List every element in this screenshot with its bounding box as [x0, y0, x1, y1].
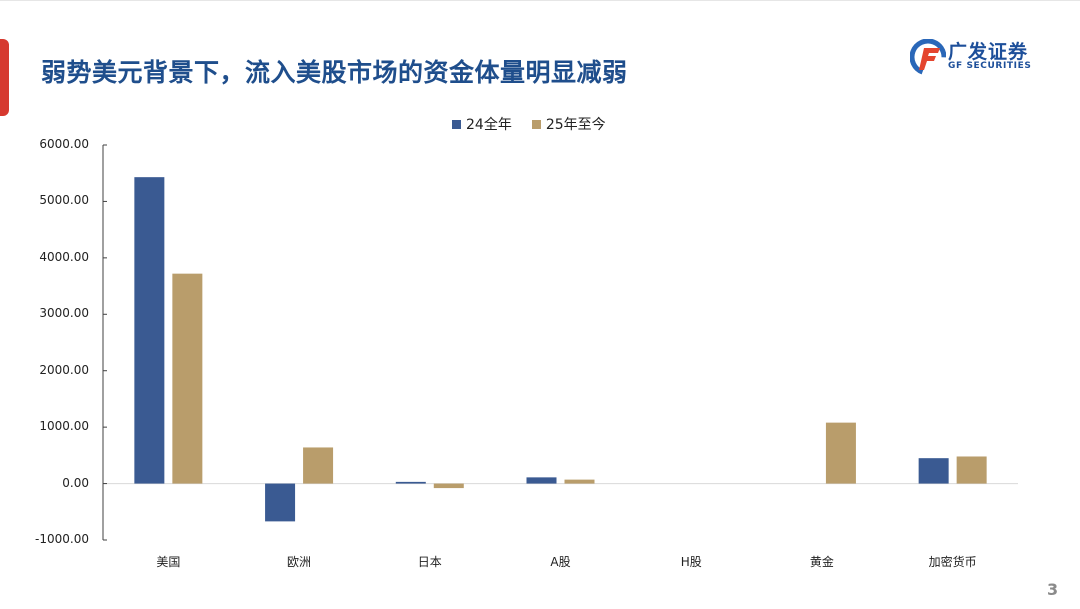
logo-text-en: GF SECURITIES	[948, 61, 1032, 71]
legend-item-24: 24全年	[452, 114, 512, 134]
legend-swatch-24	[452, 119, 461, 129]
bar-24-2	[395, 481, 426, 484]
y-tick-label: 4000.00	[39, 249, 89, 264]
gf-logo-icon	[910, 39, 946, 75]
x-category-label: 加密货币	[928, 555, 977, 569]
bar-25-6	[956, 456, 987, 484]
x-category-label: 日本	[417, 555, 442, 569]
x-category-label: 黄金	[809, 555, 834, 569]
y-tick-label: 3000.00	[39, 306, 89, 321]
bar-25-2	[433, 483, 464, 489]
bar-24-3	[526, 477, 557, 484]
y-tick-label: 1000.00	[39, 419, 89, 434]
y-tick-label: 0.00	[62, 475, 89, 490]
bar-24-0	[134, 177, 165, 484]
x-category-label: 欧洲	[287, 555, 312, 569]
bar-24-1	[265, 483, 296, 522]
bar-25-3	[564, 479, 595, 484]
title-accent-bar	[0, 39, 9, 116]
x-category-label: 美国	[156, 555, 181, 569]
top-border	[0, 0, 1080, 1]
legend-swatch-25	[531, 119, 541, 129]
y-tick-label: 6000.00	[39, 137, 89, 151]
bar-25-1	[303, 447, 334, 484]
y-tick-label: -1000.00	[35, 532, 89, 546]
bar-25-0	[172, 273, 203, 484]
slide-title: 弱势美元背景下，流入美股市场的资金体量明显减弱	[41, 58, 628, 87]
gf-securities-logo: 广发证券 GF SECURITIES	[910, 37, 1050, 77]
logo-text-cn: 广发证券	[948, 41, 1029, 63]
x-category-label: H股	[680, 555, 702, 569]
page-number: 3	[1047, 580, 1059, 599]
bar-25-5	[825, 422, 856, 484]
y-tick-label: 5000.00	[39, 193, 89, 208]
legend-label-25: 25年至今	[545, 117, 606, 133]
legend-item-25: 25年至今	[531, 114, 606, 134]
legend-label-24: 24全年	[466, 117, 512, 133]
bar-24-6	[918, 458, 949, 484]
y-tick-label: 2000.00	[39, 362, 89, 377]
x-category-label: A股	[550, 555, 571, 569]
chart-legend: 24全年 25年至今	[452, 114, 606, 134]
